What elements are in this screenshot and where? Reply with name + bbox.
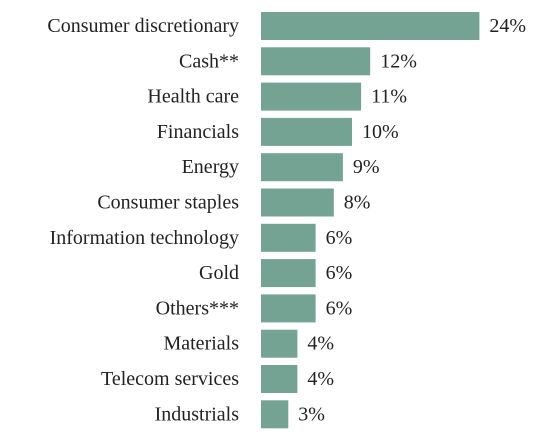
category-label: Financials: [157, 121, 239, 143]
category-label: Consumer staples: [97, 192, 239, 214]
bar: [261, 188, 334, 217]
bar: [261, 117, 352, 146]
value-label: 8%: [344, 192, 371, 214]
bar: [261, 259, 316, 288]
value-label: 24%: [489, 15, 526, 37]
category-label: Others***: [156, 297, 239, 319]
value-label: 9%: [353, 156, 380, 178]
value-label: 10%: [362, 121, 399, 143]
bar: [261, 400, 289, 429]
bar: [261, 329, 298, 358]
bar: [261, 294, 316, 323]
value-label: 4%: [307, 368, 334, 390]
bar: [261, 153, 343, 182]
category-label: Energy: [182, 156, 239, 178]
category-label: Information technology: [50, 227, 239, 249]
bar: [261, 47, 371, 76]
category-label: Cash**: [179, 50, 239, 72]
bars: [261, 12, 480, 429]
category-label: Materials: [163, 333, 239, 355]
value-label: 6%: [326, 227, 353, 249]
category-label: Industrials: [155, 403, 240, 425]
bar: [261, 12, 480, 40]
value-label: 11%: [371, 86, 407, 108]
category-labels: Consumer discretionary Cash** Health care F…: [47, 15, 239, 425]
category-label: Consumer discretionary: [47, 15, 239, 37]
value-label: 6%: [326, 262, 353, 284]
value-label: 3%: [298, 403, 325, 425]
bar: [261, 82, 362, 111]
category-label: Gold: [199, 262, 239, 284]
bar: [261, 223, 316, 252]
value-label: 12%: [380, 50, 417, 72]
value-label: 4%: [307, 333, 334, 355]
bar: [261, 365, 298, 393]
value-label: 6%: [326, 297, 353, 319]
category-label: Health care: [147, 86, 239, 108]
category-label: Telecom services: [101, 368, 239, 390]
value-labels: 24% 12% 11% 10% 9% 8% 6% 6% 6% 4% 4% 3%: [298, 15, 526, 425]
